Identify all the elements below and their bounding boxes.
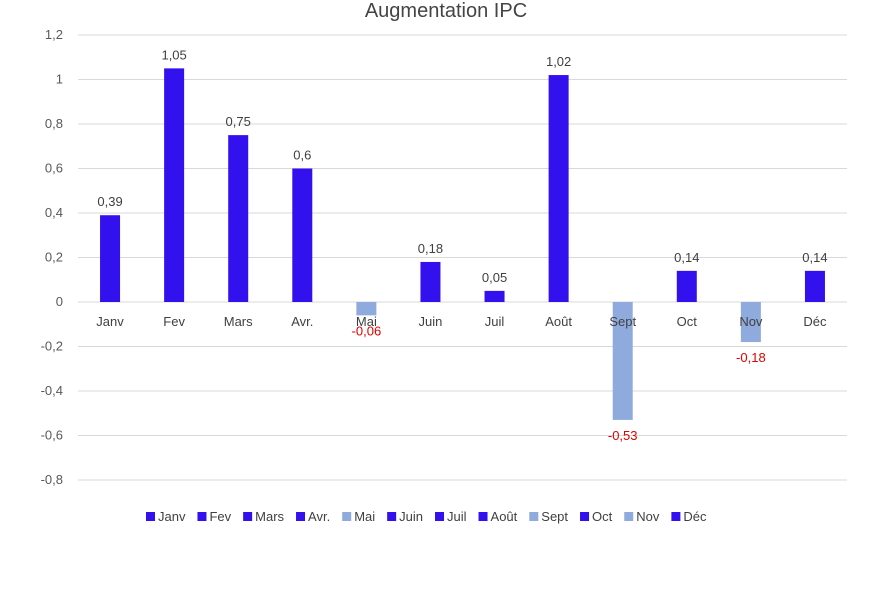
data-label: 0,75 xyxy=(226,114,251,129)
legend-swatch xyxy=(624,512,634,521)
y-tick-label: 0,6 xyxy=(45,161,63,176)
legend-item: Août xyxy=(478,509,518,524)
x-tick-label: Juin xyxy=(419,314,443,329)
legend-item: Juil xyxy=(435,509,467,524)
legend-swatch xyxy=(197,512,207,521)
legend-item: Avr. xyxy=(296,509,330,524)
y-tick-label: -0,8 xyxy=(41,472,63,487)
bar-janv xyxy=(100,215,121,302)
bar-nov xyxy=(740,302,761,343)
x-axis-categories: Janv Fev Mars Avr. Mai Juin Juil Août Sept Oct Nov… xyxy=(96,314,827,329)
y-tick-label: 0,8 xyxy=(45,116,63,131)
legend-label: Oct xyxy=(592,509,613,524)
x-tick-label: Nov xyxy=(739,314,763,329)
bars xyxy=(100,68,825,420)
data-labels: 0,39 1,05 0,75 0,6 -0,06 0,18 0,05 1,02 -0,53 0,1… xyxy=(97,47,827,443)
legend-swatch xyxy=(529,512,539,521)
legend-label: Mai xyxy=(354,509,375,524)
legend-swatch xyxy=(387,512,397,521)
y-tick-label: 0,4 xyxy=(45,205,63,220)
chart-title: Augmentation IPC xyxy=(365,0,527,22)
x-tick-label: Fev xyxy=(163,314,185,329)
legend-item: Oct xyxy=(580,509,613,524)
x-tick-label: Janv xyxy=(96,314,124,329)
legend-label: Juin xyxy=(399,509,423,524)
x-tick-label: Oct xyxy=(677,314,698,329)
y-tick-label: 1 xyxy=(56,72,63,87)
legend-swatch xyxy=(478,512,488,521)
bar-mai xyxy=(356,302,377,316)
bar-avr xyxy=(292,168,313,302)
data-label: -0,06 xyxy=(352,323,382,338)
legend-swatch xyxy=(342,512,352,521)
y-tick-label: 0,2 xyxy=(45,250,63,265)
legend-item: Juin xyxy=(387,509,423,524)
y-tick-label: -0,6 xyxy=(41,428,63,443)
x-tick-label: Sept xyxy=(609,314,636,329)
bar-oct xyxy=(676,270,697,302)
x-tick-label: Avr. xyxy=(291,314,313,329)
gridlines xyxy=(78,34,847,481)
y-tick-label: -0,4 xyxy=(41,383,63,398)
legend-item: Déc xyxy=(671,509,707,524)
legend-item: Nov xyxy=(624,509,660,524)
data-label: 1,05 xyxy=(161,47,186,62)
bar-mars xyxy=(228,135,249,302)
y-tick-label: 0 xyxy=(56,294,63,309)
legend-label: Août xyxy=(491,509,518,524)
y-tick-label: 1,2 xyxy=(45,27,63,42)
bar-fev xyxy=(164,68,185,302)
legend-swatch xyxy=(580,512,590,521)
legend-item: Sept xyxy=(529,509,568,524)
legend-item: Mars xyxy=(243,509,285,524)
x-tick-label: Mars xyxy=(224,314,253,329)
data-label: 0,14 xyxy=(802,250,827,265)
x-tick-label: Mai xyxy=(356,314,377,329)
data-label: 0,14 xyxy=(674,250,699,265)
legend-label: Nov xyxy=(636,509,660,524)
bar-juil xyxy=(484,290,505,302)
legend-item: Mai xyxy=(342,509,375,524)
legend-item: Janv xyxy=(146,509,186,524)
legend-label: Avr. xyxy=(308,509,330,524)
legend-swatch xyxy=(671,512,681,521)
x-tick-label: Juil xyxy=(485,314,505,329)
bar-sept xyxy=(612,302,633,420)
data-label: -0,53 xyxy=(608,428,638,443)
y-axis-ticks: 1,2 1 0,8 0,6 0,4 0,2 0 -0,2 -0,4 -0,6 -0,8 xyxy=(41,27,63,487)
legend-swatch xyxy=(296,512,306,521)
y-tick-label: -0,2 xyxy=(41,339,63,354)
data-label: -0,18 xyxy=(736,350,766,365)
bar-dc xyxy=(804,270,825,302)
x-tick-label: Déc xyxy=(803,314,827,329)
data-label: 0,18 xyxy=(418,241,443,256)
legend-swatch xyxy=(243,512,253,521)
legend-label: Déc xyxy=(683,509,707,524)
legend-label: Mars xyxy=(255,509,284,524)
data-label: 0,39 xyxy=(97,194,122,209)
data-label: 0,6 xyxy=(293,148,311,163)
x-tick-label: Août xyxy=(545,314,572,329)
bar-aot xyxy=(548,75,569,302)
legend-item: Fev xyxy=(197,509,232,524)
bar-juin xyxy=(420,261,441,302)
legend-swatch xyxy=(435,512,445,521)
legend-label: Janv xyxy=(158,509,186,524)
legend-label: Fev xyxy=(209,509,231,524)
data-label: 1,02 xyxy=(546,54,571,69)
legend: Janv Fev Mars Avr. Mai Juin Juil Août Sept Oct Nov… xyxy=(146,509,707,524)
data-label: 0,05 xyxy=(482,270,507,285)
legend-swatch xyxy=(146,512,155,521)
legend-label: Sept xyxy=(541,509,568,524)
legend-label: Juil xyxy=(447,509,467,524)
